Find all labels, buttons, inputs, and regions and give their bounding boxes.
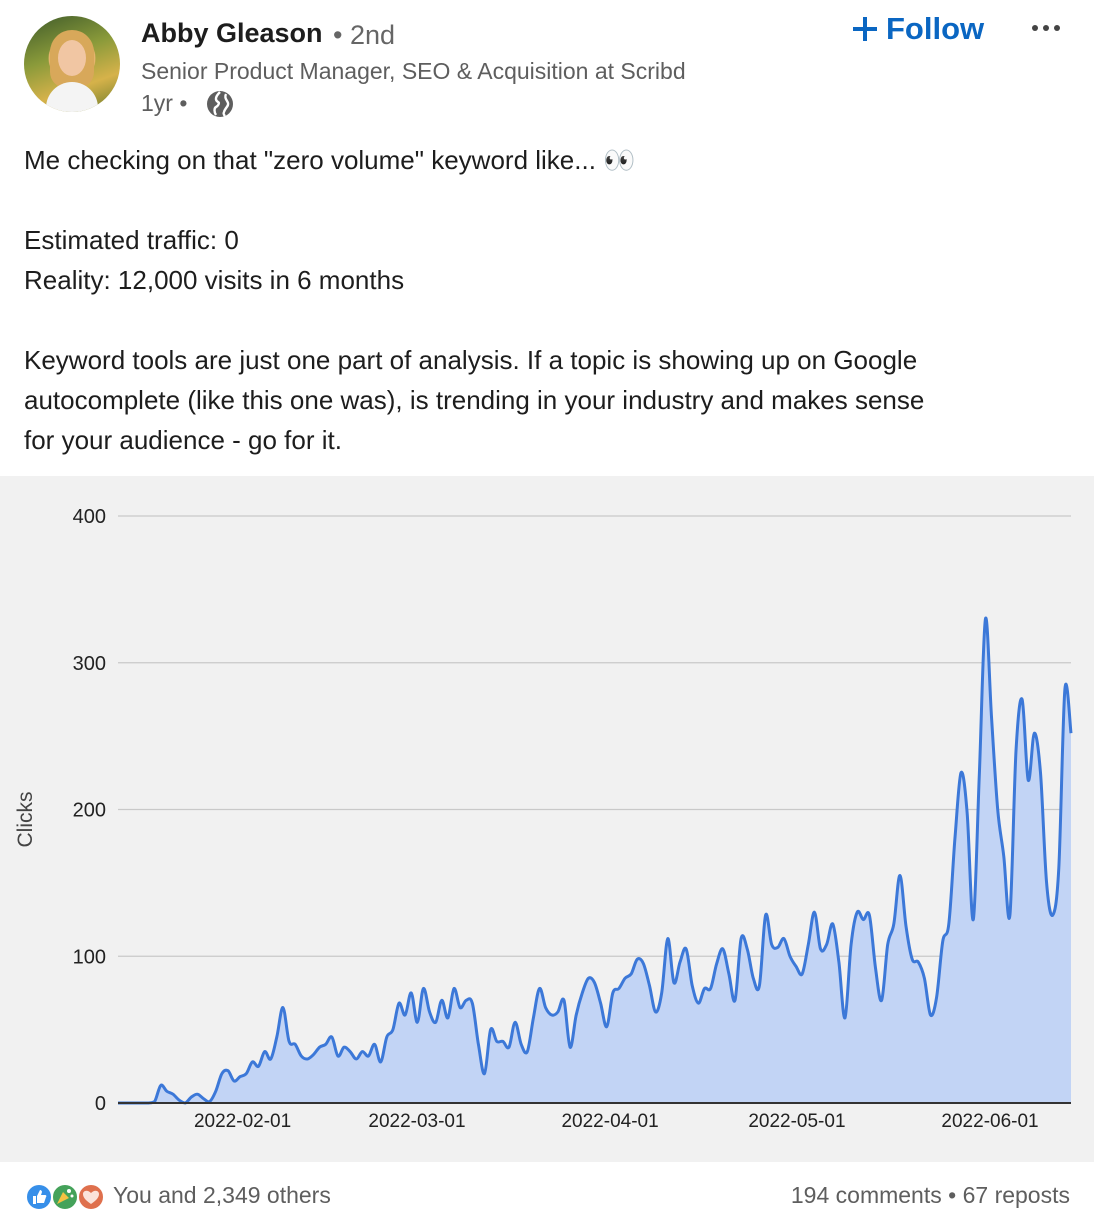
post-text: Me checking on that "zero volume" keywor… bbox=[24, 140, 1074, 460]
reposts-count[interactable]: 67 reposts bbox=[962, 1182, 1070, 1208]
follow-button[interactable]: Follow bbox=[852, 8, 984, 50]
x-tick-label: 2022-05-01 bbox=[748, 1111, 845, 1132]
stats-separator: • bbox=[948, 1182, 957, 1208]
x-tick-label: 2022-03-01 bbox=[368, 1111, 465, 1132]
y-tick-label: 100 bbox=[73, 946, 106, 968]
post-line: for your audience - go for it. bbox=[24, 425, 342, 455]
y-axis-label: Clicks bbox=[14, 792, 37, 848]
author-name[interactable]: Abby Gleason bbox=[141, 18, 323, 48]
connection-degree: • 2nd bbox=[333, 20, 396, 50]
engagement-stats: 194 comments • 67 reposts bbox=[791, 1182, 1070, 1209]
plus-icon bbox=[853, 17, 877, 41]
x-tick-label: 2022-02-01 bbox=[194, 1111, 291, 1132]
post-line: Reality: 12,000 visits in 6 months bbox=[24, 265, 405, 295]
social-counts-bar: You and 2,349 others 194 comments • 67 r… bbox=[0, 1170, 1094, 1220]
clicks-area bbox=[118, 617, 1071, 1103]
globe-icon bbox=[207, 91, 233, 117]
avatar[interactable] bbox=[24, 16, 120, 112]
clicks-line bbox=[118, 616, 1073, 1105]
post-time: 1yr • bbox=[141, 90, 188, 116]
post-line: Keyword tools are just one part of analy… bbox=[24, 345, 918, 375]
y-tick-label: 200 bbox=[73, 800, 106, 822]
celebrate-icon bbox=[51, 1183, 79, 1211]
ellipsis-icon[interactable] bbox=[1026, 12, 1066, 44]
love-icon bbox=[77, 1183, 105, 1211]
like-icon bbox=[25, 1183, 53, 1211]
x-tick-label: 2022-06-01 bbox=[941, 1111, 1038, 1132]
clicks-chart: 0 100 200 300 400 2022-02-01 2022-03-01 2022-04… bbox=[14, 506, 1073, 1132]
post-header: Abby Gleason • 2nd Senior Product Manage… bbox=[0, 0, 1094, 130]
post-line: Estimated traffic: 0 bbox=[24, 225, 239, 255]
comments-count[interactable]: 194 comments bbox=[790, 1182, 942, 1208]
avatar-shirt bbox=[46, 82, 98, 112]
reaction-icons[interactable] bbox=[24, 1182, 106, 1212]
y-tick-label: 0 bbox=[95, 1093, 106, 1115]
x-tick-label: 2022-04-01 bbox=[561, 1111, 658, 1132]
post-image-chart[interactable]: 0 100 200 300 400 2022-02-01 2022-03-01 2022-04… bbox=[0, 476, 1094, 1162]
reactions-count[interactable]: You and 2,349 others bbox=[113, 1182, 331, 1208]
author-headline: Senior Product Manager, SEO & Acquisitio… bbox=[141, 58, 686, 84]
follow-label: Follow bbox=[886, 11, 985, 46]
avatar-face bbox=[58, 40, 86, 76]
post-line: autocomplete (like this one was), is tre… bbox=[24, 385, 925, 415]
y-tick-label: 300 bbox=[73, 653, 106, 675]
post-line: Me checking on that "zero volume" keywor… bbox=[24, 145, 636, 175]
y-tick-label: 400 bbox=[73, 506, 106, 528]
